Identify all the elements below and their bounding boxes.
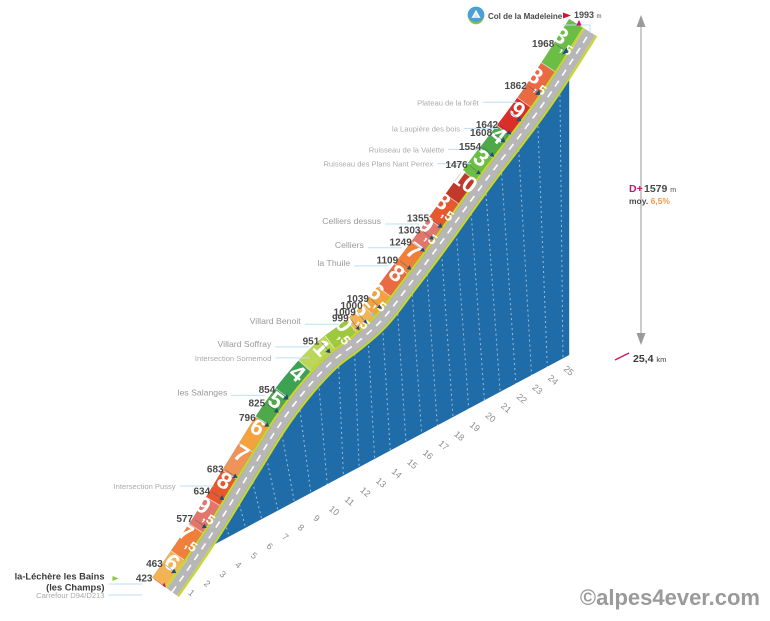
svg-text:796: 796 bbox=[239, 413, 256, 424]
svg-text:les Salanges: les Salanges bbox=[178, 387, 228, 397]
svg-text:1109: 1109 bbox=[376, 255, 398, 266]
svg-text:951: 951 bbox=[303, 336, 320, 347]
svg-text:25,4 km: 25,4 km bbox=[633, 353, 666, 365]
svg-text:577: 577 bbox=[176, 514, 193, 525]
svg-text:1039: 1039 bbox=[347, 294, 370, 305]
svg-text:Col de la Madeleine: Col de la Madeleine bbox=[488, 12, 563, 21]
svg-text:la Thuile: la Thuile bbox=[318, 258, 351, 268]
svg-text:1862: 1862 bbox=[505, 81, 528, 92]
svg-text:la-Léchère les Bains: la-Léchère les Bains bbox=[15, 572, 105, 582]
svg-text:Plateau de la forêt: Plateau de la forêt bbox=[417, 98, 480, 107]
svg-text:Intersection Pussy: Intersection Pussy bbox=[114, 482, 176, 491]
svg-text:423: 423 bbox=[136, 574, 153, 585]
svg-text:Celliers: Celliers bbox=[335, 240, 365, 250]
svg-text:D+: D+ bbox=[629, 183, 643, 195]
svg-text:1554: 1554 bbox=[459, 142, 482, 153]
svg-text:moy. 6,5%: moy. 6,5% bbox=[629, 196, 670, 206]
svg-text:la Laupière des bois: la Laupière des bois bbox=[392, 124, 460, 133]
svg-text:683: 683 bbox=[207, 465, 224, 476]
svg-text:1642: 1642 bbox=[476, 120, 499, 131]
svg-text:Carrefour D94/D213: Carrefour D94/D213 bbox=[36, 591, 104, 600]
svg-text:1303: 1303 bbox=[398, 226, 421, 237]
svg-text:Intersection Sornemod: Intersection Sornemod bbox=[195, 354, 271, 363]
svg-text:Celliers dessus: Celliers dessus bbox=[322, 216, 382, 226]
svg-text:1249: 1249 bbox=[390, 237, 413, 248]
svg-text:©alpes4ever.com: ©alpes4ever.com bbox=[580, 585, 760, 610]
svg-text:Villard Benoit: Villard Benoit bbox=[250, 316, 302, 326]
svg-text:1476: 1476 bbox=[445, 160, 468, 171]
svg-text:825: 825 bbox=[249, 399, 266, 410]
svg-text:854: 854 bbox=[259, 385, 276, 396]
svg-text:1355: 1355 bbox=[407, 214, 430, 225]
svg-text:634: 634 bbox=[194, 487, 211, 498]
svg-text:Ruisseau de la Valette: Ruisseau de la Valette bbox=[369, 145, 444, 154]
svg-text:Ruisseau des Plans Nant Perrex: Ruisseau des Plans Nant Perrex bbox=[323, 160, 433, 169]
svg-text:1968: 1968 bbox=[532, 39, 555, 50]
svg-text:463: 463 bbox=[146, 559, 163, 570]
svg-text:Villard Soffray: Villard Soffray bbox=[218, 339, 272, 349]
